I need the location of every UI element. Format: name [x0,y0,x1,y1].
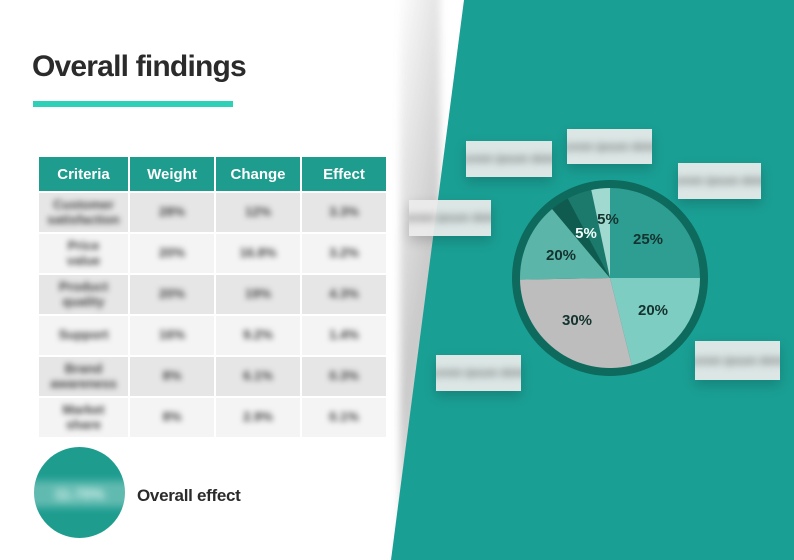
svg-text:25%: 25% [633,231,663,248]
svg-text:20%: 20% [546,247,576,264]
svg-text:5%: 5% [597,211,619,228]
svg-text:30%: 30% [562,312,592,329]
svg-text:5%: 5% [575,225,597,242]
svg-text:20%: 20% [638,302,668,319]
